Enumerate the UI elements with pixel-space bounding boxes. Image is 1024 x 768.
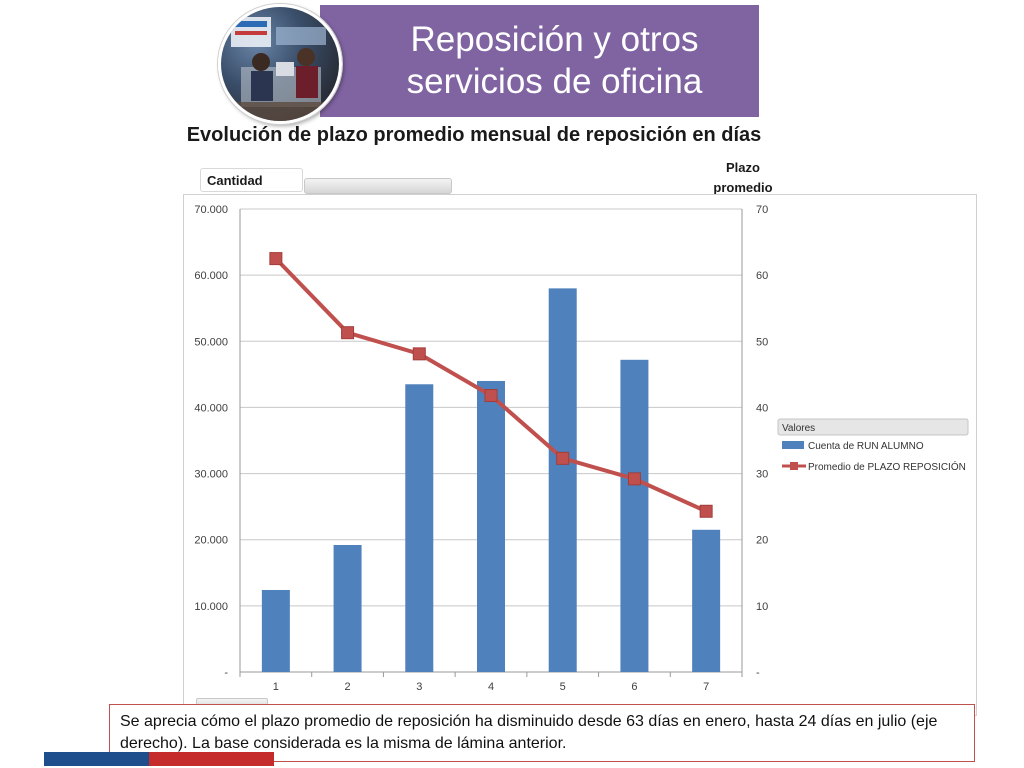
- legend-bar-swatch: [782, 441, 804, 449]
- page-title: Reposición y otros servicios de oficina: [406, 20, 703, 101]
- right-tick-label: 50: [756, 336, 768, 348]
- bar: [477, 380, 505, 672]
- x-tick-label: 6: [631, 681, 637, 693]
- chart-title: Evolución de plazo promedio mensual de r…: [186, 124, 762, 146]
- x-tick-label: 5: [560, 681, 566, 693]
- x-tick-label: 1: [273, 681, 279, 693]
- legend-title-bar: [777, 418, 969, 436]
- x-tick-label: 4: [488, 681, 494, 693]
- line-marker: [269, 252, 283, 266]
- line-marker: [627, 472, 641, 486]
- legend-title: Valores: [782, 423, 815, 434]
- bar-series: [261, 288, 721, 672]
- footer-red-stripe: [149, 752, 274, 766]
- left-tick-label: 50.000: [194, 336, 228, 348]
- left-axis-ticks: - 10.000 20.000 30.000 40.000 50.000 60.000 70.…: [194, 204, 228, 679]
- left-tick-label: 20.000: [194, 535, 228, 547]
- right-tick-label: 10: [756, 601, 768, 613]
- left-tick-label: 30.000: [194, 469, 228, 481]
- x-axis-ticks: 1 2 3 4 5 6 7: [273, 681, 709, 693]
- footer-blue-stripe: [44, 752, 149, 766]
- left-tick-label: -: [224, 667, 228, 679]
- pivot-filter-tab[interactable]: [304, 178, 452, 194]
- title-banner: Reposición y otros servicios de oficina: [320, 5, 759, 117]
- right-tick-label: -: [756, 667, 760, 679]
- line-marker: [556, 451, 570, 465]
- note-text: Se aprecia cómo el plazo promedio de rep…: [120, 713, 938, 752]
- bar: [405, 384, 434, 672]
- note-box: Se aprecia cómo el plazo promedio de rep…: [109, 704, 975, 762]
- legend: Valores Cuenta de RUN ALUMNO Promedio de P…: [777, 418, 969, 473]
- right-tick-label: 60: [756, 270, 768, 282]
- line-series: [269, 252, 713, 518]
- chart-svg: - 10.000 20.000 30.000 40.000 50.000 60.000 70.…: [194, 204, 969, 693]
- bar: [548, 288, 577, 672]
- right-tick-label: 30: [756, 469, 768, 481]
- right-tick-label: 40: [756, 402, 768, 414]
- chart-frame: - 10.000 20.000 30.000 40.000 50.000 60.000 70.…: [183, 194, 977, 716]
- bar: [620, 359, 649, 672]
- x-tick-label: 7: [703, 681, 709, 693]
- legend-item-line: Promedio de PLAZO REPOSICIÓN: [808, 460, 966, 473]
- x-tick-label: 3: [416, 681, 422, 693]
- right-tick-label: 70: [756, 204, 768, 216]
- bar: [692, 529, 721, 672]
- x-tick-label: 2: [345, 681, 351, 693]
- footer-bar: [44, 752, 274, 766]
- office-photo: [218, 4, 342, 124]
- legend-line-marker: [790, 462, 798, 470]
- line-marker: [341, 326, 355, 340]
- left-tick-label: 10.000: [194, 601, 228, 613]
- line-marker: [484, 389, 498, 403]
- line-marker: [699, 504, 713, 518]
- left-axis-label: Cantidad: [200, 168, 303, 192]
- bar: [261, 589, 290, 672]
- office-photo-illustration: [221, 17, 339, 121]
- right-axis-label: Plazo promedio: [713, 160, 773, 195]
- left-tick-label: 60.000: [194, 270, 228, 282]
- bar: [333, 545, 362, 672]
- line-marker: [412, 347, 426, 361]
- right-axis-ticks: - 10 20 30 40 50 60 70: [756, 204, 768, 679]
- right-tick-label: 20: [756, 535, 768, 547]
- legend-item-bars: Cuenta de RUN ALUMNO: [808, 441, 924, 452]
- left-tick-label: 70.000: [194, 204, 228, 216]
- left-axis-label-text: Cantidad: [207, 172, 263, 188]
- left-tick-label: 40.000: [194, 402, 228, 414]
